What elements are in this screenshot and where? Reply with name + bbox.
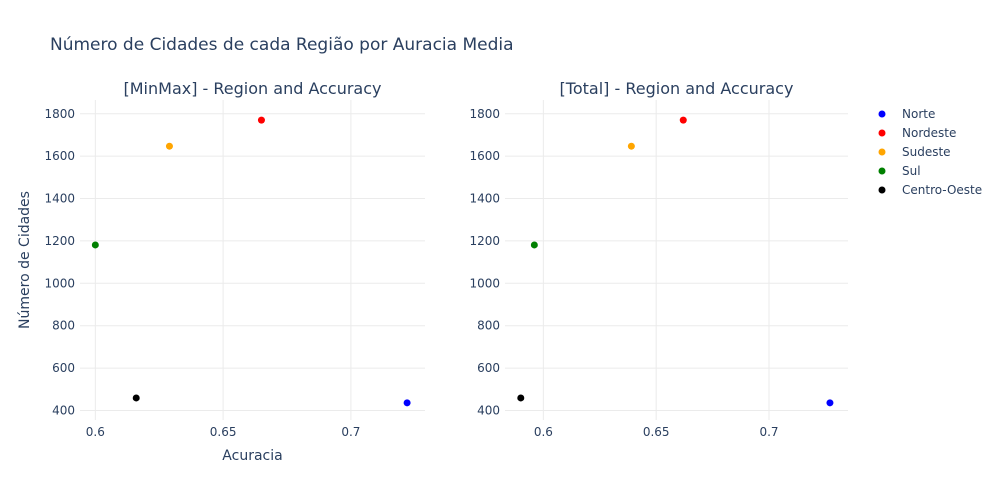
- point-sudeste[interactable]: [165, 142, 173, 150]
- legend-label: Sul: [902, 164, 921, 178]
- y-tick-label: 1200: [44, 234, 75, 248]
- legend[interactable]: Norte Nordeste Sudeste Sul Centro-Oeste: [878, 107, 983, 197]
- point-sul[interactable]: [530, 241, 538, 249]
- point-norte[interactable]: [403, 399, 411, 407]
- y-tick-label: 600: [52, 361, 75, 375]
- y-axis-title: Número de Cidades: [17, 191, 33, 329]
- subplot-title: [MinMax] - Region and Accuracy: [124, 79, 382, 98]
- legend-item-norte[interactable]: Norte: [878, 107, 936, 121]
- legend-marker: [878, 186, 886, 194]
- x-tick-label: 0.65: [210, 425, 237, 439]
- y-tick-label: 1800: [469, 107, 500, 121]
- subplots: 400 600 800 1000 1200 1400 1600 1800 0.6 0.65 0.7 […: [17, 79, 848, 464]
- y-tick-label: 800: [477, 319, 500, 333]
- legend-label: Nordeste: [902, 126, 956, 140]
- x-tick-label: 0.6: [534, 425, 553, 439]
- point-norte[interactable]: [826, 399, 834, 407]
- x-tick-label: 0.7: [759, 425, 778, 439]
- y-tick-label: 400: [52, 403, 75, 417]
- point-centro-oeste[interactable]: [517, 394, 525, 402]
- point-sudeste[interactable]: [627, 142, 635, 150]
- x-tick-label: 0.7: [341, 425, 360, 439]
- legend-marker: [878, 129, 886, 137]
- legend-label: Norte: [902, 107, 935, 121]
- point-centro-oeste[interactable]: [132, 394, 140, 402]
- legend-marker: [878, 167, 886, 175]
- figure-title: Número de Cidades de cada Região por Aur…: [50, 35, 514, 55]
- legend-label: Sudeste: [902, 145, 951, 159]
- x-tick-label: 0.6: [86, 425, 105, 439]
- legend-marker: [878, 148, 886, 156]
- y-tick-label: 600: [477, 361, 500, 375]
- y-tick-label: 1600: [44, 149, 75, 163]
- legend-item-centro-oeste[interactable]: Centro-Oeste: [878, 183, 983, 197]
- y-tick-label: 1000: [44, 276, 75, 290]
- y-tick-label: 1400: [469, 192, 500, 206]
- y-tick-label: 1800: [44, 107, 75, 121]
- subplot-1: 400 600 800 1000 1200 1400 1600 1800 0.6 0.65 0.7 […: [17, 79, 425, 464]
- point-nordeste[interactable]: [679, 116, 687, 124]
- y-tick-label: 1000: [469, 276, 500, 290]
- legend-item-sul[interactable]: Sul: [878, 164, 921, 178]
- y-tick-label: 1400: [44, 192, 75, 206]
- y-tick-label: 1600: [469, 149, 500, 163]
- point-sul[interactable]: [91, 241, 99, 249]
- legend-label: Centro-Oeste: [902, 183, 982, 197]
- subplot-2: 400 600 800 1000 1200 1400 1600 1800 0.6 0.65 0.7 […: [469, 79, 848, 439]
- x-axis-title: Acuracia: [222, 448, 282, 464]
- y-tick-label: 800: [52, 319, 75, 333]
- point-nordeste[interactable]: [257, 116, 265, 124]
- y-tick-label: 1200: [469, 234, 500, 248]
- legend-item-nordeste[interactable]: Nordeste: [878, 126, 957, 140]
- subplot-title: [Total] - Region and Accuracy: [560, 79, 794, 98]
- legend-item-sudeste[interactable]: Sudeste: [878, 145, 951, 159]
- y-tick-label: 400: [477, 403, 500, 417]
- x-tick-label: 0.65: [643, 425, 670, 439]
- legend-marker: [878, 110, 886, 118]
